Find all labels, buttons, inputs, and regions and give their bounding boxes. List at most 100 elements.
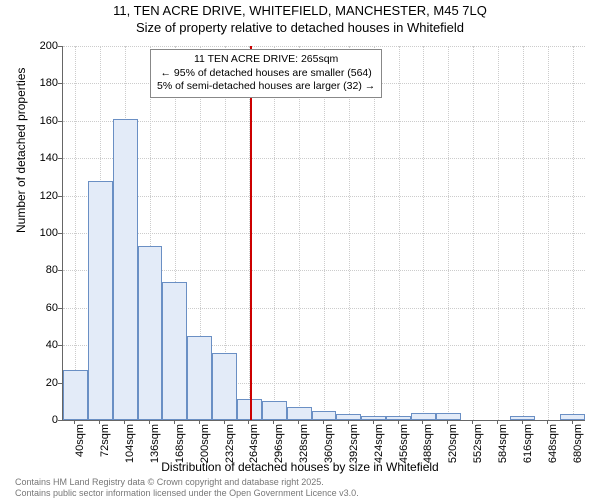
y-tick-label: 180 [22,77,58,89]
y-tick-mark [58,345,62,346]
x-tick-mark [447,420,448,424]
x-tick-label: 104sqm [124,424,136,468]
x-tick-label: 552sqm [472,424,484,468]
x-tick-label: 360sqm [323,424,335,468]
gridline-v [299,46,300,420]
gridline-v [374,46,375,420]
chart-title: 11, TEN ACRE DRIVE, WHITEFIELD, MANCHEST… [0,3,600,37]
y-tick-label: 140 [22,152,58,164]
histogram-bar [63,370,88,420]
gridline-v [75,46,76,420]
x-tick-label: 136sqm [149,424,161,468]
title-line-2: Size of property relative to detached ho… [136,20,464,35]
x-tick-label: 200sqm [199,424,211,468]
histogram-bar [138,246,163,420]
gridline-v [548,46,549,420]
y-tick-label: 0 [22,414,58,426]
x-tick-mark [273,420,274,424]
histogram-bar [386,416,411,420]
x-tick-mark [547,420,548,424]
x-tick-mark [74,420,75,424]
histogram-bar [361,416,386,420]
y-tick-mark [58,46,62,47]
footer-line-2: Contains public sector information licen… [15,488,359,498]
x-tick-mark [224,420,225,424]
y-tick-mark [58,83,62,84]
x-tick-label: 264sqm [248,424,260,468]
y-axis-label: Number of detached properties [14,68,28,233]
x-tick-label: 488sqm [422,424,434,468]
histogram-bar [113,119,138,420]
gridline-v [324,46,325,420]
x-tick-label: 456sqm [398,424,410,468]
y-tick-mark [58,196,62,197]
histogram-bar [560,414,585,420]
attribution-footer: Contains HM Land Registry data © Crown c… [15,477,359,499]
x-tick-label: 40sqm [74,424,86,468]
y-tick-mark [58,383,62,384]
y-tick-mark [58,270,62,271]
y-tick-mark [58,233,62,234]
y-tick-mark [58,420,62,421]
x-tick-label: 72sqm [99,424,111,468]
x-tick-mark [373,420,374,424]
y-tick-label: 100 [22,227,58,239]
title-line-1: 11, TEN ACRE DRIVE, WHITEFIELD, MANCHEST… [113,3,487,18]
gridline-v [473,46,474,420]
x-tick-mark [348,420,349,424]
x-tick-mark [174,420,175,424]
y-tick-label: 80 [22,264,58,276]
histogram-bar [187,336,212,420]
x-tick-label: 168sqm [174,424,186,468]
x-tick-mark [522,420,523,424]
x-tick-mark [149,420,150,424]
histogram-bar [436,413,461,420]
histogram-bar [411,413,436,420]
chart-container: 11, TEN ACRE DRIVE, WHITEFIELD, MANCHEST… [0,0,600,500]
histogram-bar [312,411,337,420]
gridline-v [523,46,524,420]
x-tick-mark [99,420,100,424]
y-tick-label: 60 [22,302,58,314]
x-tick-label: 584sqm [497,424,509,468]
x-tick-mark [248,420,249,424]
footer-line-1: Contains HM Land Registry data © Crown c… [15,477,324,487]
x-tick-label: 520sqm [447,424,459,468]
x-tick-mark [199,420,200,424]
y-tick-mark [58,121,62,122]
x-tick-mark [472,420,473,424]
histogram-bar [510,416,535,420]
x-tick-label: 328sqm [298,424,310,468]
plot-area [62,46,585,421]
x-tick-mark [572,420,573,424]
y-tick-label: 40 [22,339,58,351]
gridline-v [448,46,449,420]
y-tick-label: 20 [22,377,58,389]
x-tick-label: 232sqm [224,424,236,468]
callout-line-3: 5% of semi-detached houses are larger (3… [157,80,375,92]
histogram-bar [262,401,287,420]
x-tick-label: 616sqm [522,424,534,468]
gridline-v [349,46,350,420]
x-tick-mark [422,420,423,424]
histogram-bar [287,407,312,420]
x-tick-label: 424sqm [373,424,385,468]
gridline-v [423,46,424,420]
y-tick-mark [58,158,62,159]
x-tick-mark [124,420,125,424]
x-tick-label: 296sqm [273,424,285,468]
y-tick-label: 120 [22,190,58,202]
histogram-bar [212,353,237,420]
y-tick-label: 200 [22,40,58,52]
gridline-v [274,46,275,420]
histogram-bar [162,282,187,420]
x-tick-label: 648sqm [547,424,559,468]
gridline-v [498,46,499,420]
gridline-v [573,46,574,420]
reference-line [250,46,252,420]
y-tick-label: 160 [22,115,58,127]
histogram-bar [336,414,361,420]
callout-line-1: 11 TEN ACRE DRIVE: 265sqm [194,53,338,65]
gridline-v [399,46,400,420]
histogram-bar [88,181,113,420]
